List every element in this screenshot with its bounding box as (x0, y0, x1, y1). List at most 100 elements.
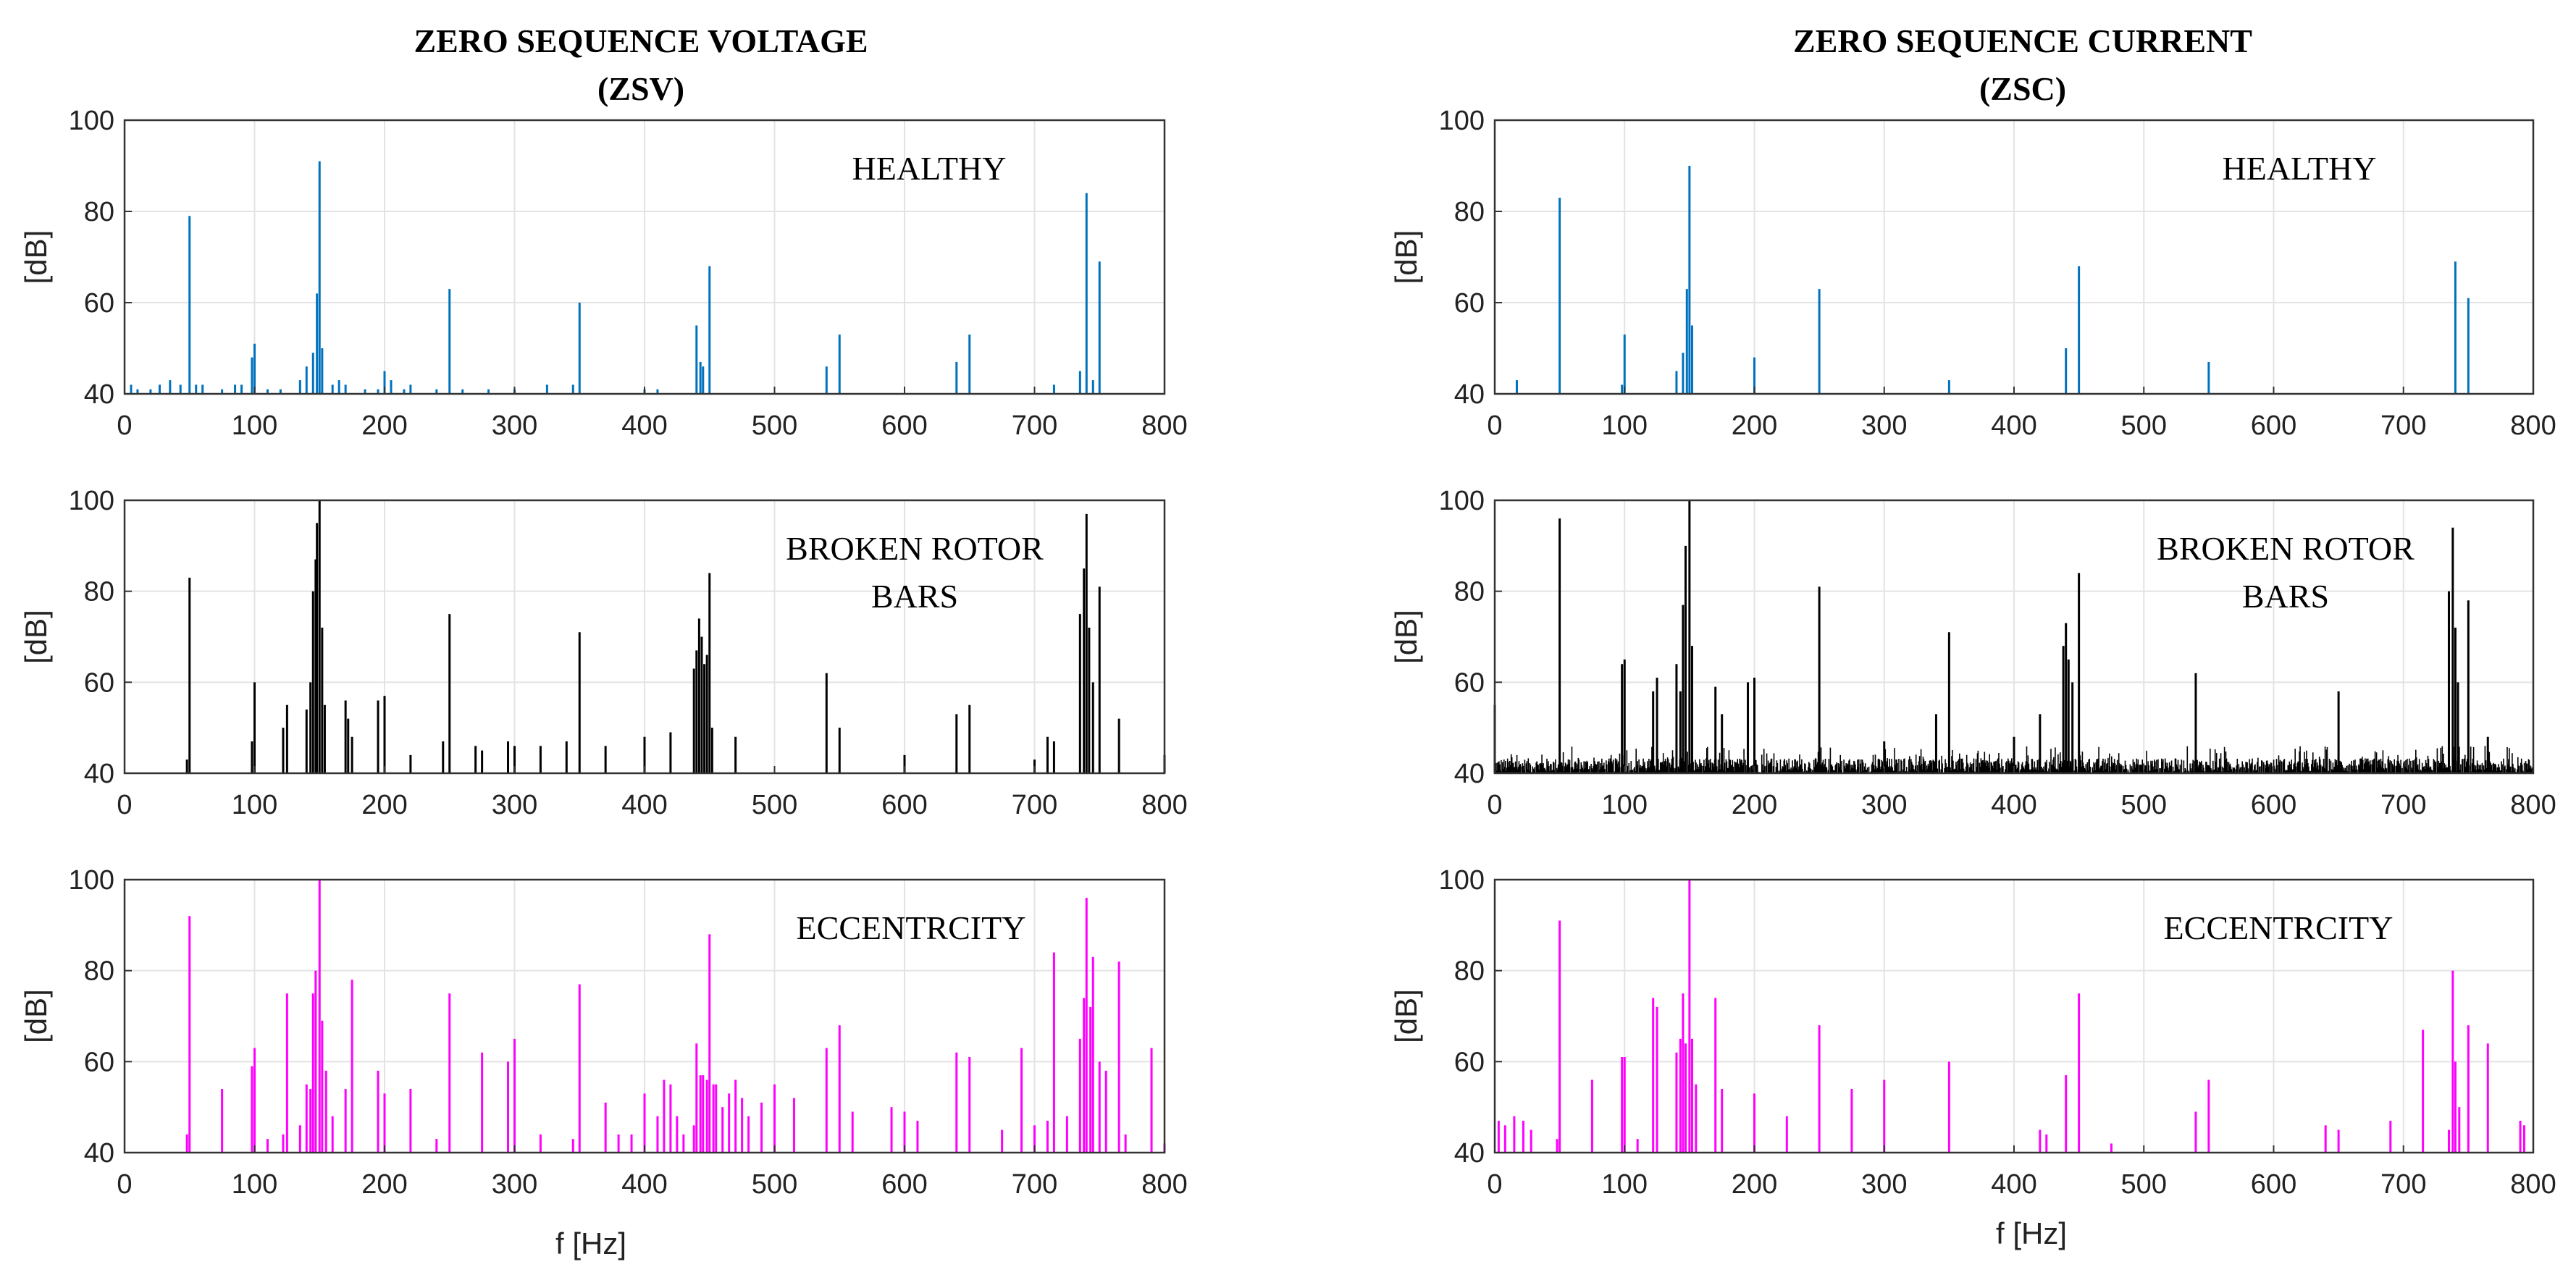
panel-zsv-2-xtick-300: 300 (492, 790, 537, 820)
xlabel-right: f [Hz] (1996, 1216, 2067, 1250)
panel-zsc-1-ylabel: [dB] (1389, 230, 1423, 285)
panel-zsv-1-condition-label-1: HEALTHY (852, 150, 1007, 187)
panel-zsv-1-ytick-100: 100 (69, 106, 114, 136)
panel-zsc-1-ytick-80: 80 (1454, 197, 1485, 227)
panel-zsv-1-xtick-700: 700 (1012, 411, 1057, 441)
panel-zsv-2: 0 100 200 300 400 500 600 700 800 40 60 80 100 [dB] BR… (19, 486, 1188, 820)
panel-zsc-1-xtick-700: 700 (2380, 411, 2426, 441)
panel-zsc-2: 0 100 200 300 400 500 600 700 800 40 60 80 100 [dB] BR… (1389, 486, 2556, 820)
panel-zsc-3-ytick-40: 40 (1454, 1138, 1485, 1169)
panel-zsc-2-ytick-100: 100 (1439, 486, 1485, 516)
panel-zsc-2-xtick-700: 700 (2380, 790, 2426, 820)
panel-zsv-3-xtick-700: 700 (1012, 1169, 1057, 1200)
panel-zsc-3-xtick-800: 800 (2510, 1169, 2556, 1200)
panel-zsv-3-xtick-200: 200 (361, 1169, 407, 1200)
zsc-title-line2: (ZSC) (1979, 70, 2066, 107)
panel-zsv-3-ytick-100: 100 (69, 865, 114, 896)
panel-zsv-1: 0 100 200 300 400 500 600 700 800 40 60 80 100 [dB] HE… (19, 106, 1188, 441)
panel-zsv-1-xtick-500: 500 (752, 411, 797, 441)
panel-zsv-3-ylabel: [dB] (19, 989, 53, 1043)
panel-zsc-1-xtick-200: 200 (1732, 411, 1777, 441)
panel-zsv-1-xtick-100: 100 (232, 411, 277, 441)
zsc-title-line1: ZERO SEQUENCE CURRENT (1793, 22, 2252, 59)
panel-zsc-1-xtick-400: 400 (1991, 411, 2036, 441)
panel-zsc-1-xtick-100: 100 (1602, 411, 1648, 441)
panel-zsc-2-ytick-40: 40 (1454, 759, 1485, 789)
panel-zsc-1-xtick-600: 600 (2251, 411, 2296, 441)
panel-zsv-2-xtick-500: 500 (752, 790, 797, 820)
panel-zsv-1-ytick-80: 80 (84, 197, 114, 227)
panel-zsv-2-xtick-700: 700 (1012, 790, 1057, 820)
panel-zsc-2-xtick-400: 400 (1991, 790, 2036, 820)
panel-zsc-2-ytick-80: 80 (1454, 577, 1485, 607)
panel-zsc-1-ytick-100: 100 (1439, 106, 1485, 136)
panel-zsv-1-ylabel: [dB] (19, 230, 53, 285)
panel-zsc-1-condition-label-1: HEALTHY (2223, 150, 2377, 187)
panel-zsc-2-condition-label-1: BROKEN ROTOR (2157, 530, 2415, 567)
panel-zsc-2-xtick-600: 600 (2251, 790, 2296, 820)
panel-zsv-2-ytick-60: 60 (84, 668, 114, 698)
panel-zsc-1-xtick-500: 500 (2121, 411, 2167, 441)
panel-zsc-3-xtick-100: 100 (1602, 1169, 1648, 1200)
panel-zsv-3-ytick-80: 80 (84, 956, 114, 987)
panel-zsc-1-ytick-40: 40 (1454, 379, 1485, 410)
panel-zsc-1-xtick-800: 800 (2510, 411, 2556, 441)
panel-zsv-2-condition-label-2: BARS (871, 578, 958, 615)
panel-zsc-2-xtick-800: 800 (2510, 790, 2556, 820)
panel-zsv-3: 0 100 200 300 400 500 600 700 800 40 60 80 100 [dB] EC… (19, 865, 1188, 1200)
panel-zsv-3-xtick-500: 500 (752, 1169, 797, 1200)
panel-zsc-3-xtick-700: 700 (2380, 1169, 2426, 1200)
panel-zsc-2-xtick-200: 200 (1732, 790, 1777, 820)
panel-zsv-3-ytick-40: 40 (84, 1138, 114, 1169)
panel-zsc-3: 0 100 200 300 400 500 600 700 800 40 60 80 100 [dB] EC… (1389, 865, 2556, 1200)
panel-zsv-2-xtick-0: 0 (117, 790, 132, 820)
panel-zsc-1-xtick-300: 300 (1861, 411, 1907, 441)
panel-zsc-3-xtick-400: 400 (1991, 1169, 2036, 1200)
panel-zsv-2-xtick-100: 100 (232, 790, 277, 820)
panel-zsv-2-ytick-40: 40 (84, 759, 114, 789)
panel-zsc-2-xtick-0: 0 (1487, 790, 1502, 820)
panel-zsc-1-ytick-60: 60 (1454, 288, 1485, 319)
panel-zsv-3-xtick-300: 300 (492, 1169, 537, 1200)
panel-zsv-3-xtick-800: 800 (1141, 1169, 1187, 1200)
panel-zsv-2-xtick-200: 200 (361, 790, 407, 820)
panel-zsc-3-xtick-600: 600 (2251, 1169, 2296, 1200)
panel-zsv-1-xtick-0: 0 (117, 411, 132, 441)
panel-zsc-1: 0 100 200 300 400 500 600 700 800 40 60 80 100 [dB] HE… (1389, 106, 2556, 441)
panel-zsv-3-condition-label-1: ECCENTRCITY (797, 909, 1026, 946)
panel-zsc-3-condition-label-1: ECCENTRCITY (2164, 909, 2394, 946)
panel-zsv-3-xtick-0: 0 (117, 1169, 132, 1200)
panel-zsc-1-xtick-0: 0 (1487, 411, 1502, 441)
panel-zsc-2-ytick-60: 60 (1454, 668, 1485, 698)
panel-zsc-2-xtick-100: 100 (1602, 790, 1648, 820)
panel-zsv-1-ytick-60: 60 (84, 288, 114, 319)
panel-zsv-2-xtick-400: 400 (621, 790, 667, 820)
panel-zsv-1-xtick-400: 400 (621, 411, 667, 441)
panel-zsv-3-xtick-100: 100 (232, 1169, 277, 1200)
panel-zsv-1-xtick-300: 300 (492, 411, 537, 441)
panel-zsc-2-condition-label-2: BARS (2242, 578, 2329, 615)
panel-zsc-3-xtick-200: 200 (1732, 1169, 1777, 1200)
panel-zsv-2-xtick-600: 600 (881, 790, 927, 820)
panel-zsv-2-ylabel: [dB] (19, 610, 53, 664)
panel-zsc-3-ytick-100: 100 (1439, 865, 1485, 896)
panel-zsv-2-xtick-800: 800 (1141, 790, 1187, 820)
panel-zsv-3-ytick-60: 60 (84, 1047, 114, 1077)
panel-zsv-3-xtick-600: 600 (881, 1169, 927, 1200)
panel-zsv-3-xtick-400: 400 (621, 1169, 667, 1200)
panel-zsv-1-xtick-800: 800 (1141, 411, 1187, 441)
panel-zsc-3-xtick-500: 500 (2121, 1169, 2167, 1200)
panels: 0 100 200 300 400 500 600 700 800406080100[dB]HE… (19, 106, 2556, 1200)
panel-zsv-1-xtick-600: 600 (881, 411, 927, 441)
zsv-title-line1: ZERO SEQUENCE VOLTAGE (414, 22, 868, 59)
panel-zsc-2-xtick-300: 300 (1861, 790, 1907, 820)
xlabel-left: f [Hz] (555, 1226, 626, 1260)
panel-zsc-2-ylabel: [dB] (1389, 610, 1423, 664)
panel-zsv-1-ytick-40: 40 (84, 379, 114, 410)
panel-zsc-3-ytick-80: 80 (1454, 956, 1485, 987)
panel-zsc-2-xtick-500: 500 (2121, 790, 2167, 820)
panel-zsc-3-ytick-60: 60 (1454, 1047, 1485, 1077)
zsv-title-line2: (ZSV) (597, 70, 684, 107)
